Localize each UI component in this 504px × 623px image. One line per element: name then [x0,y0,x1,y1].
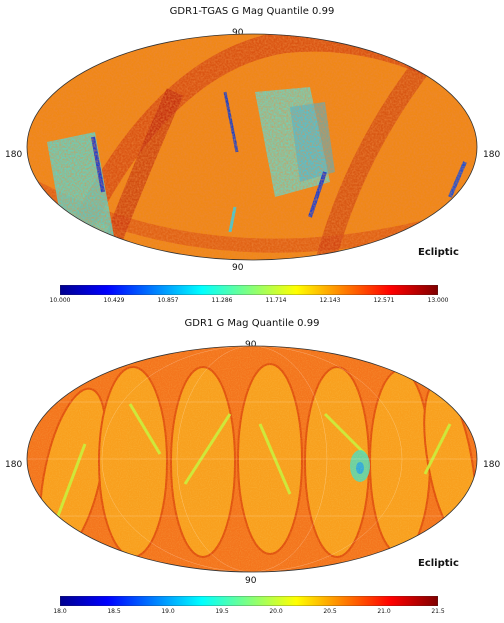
colorbar-tick-label: 12.143 [319,297,341,304]
colorbar-ticks: 10.000 10.429 10.857 11.286 11.714 12.143 12.5… [50,297,449,307]
frame-label: Ecliptic [418,558,459,569]
colorbar-tick-label: 11.714 [265,297,287,304]
sky-map [26,33,478,261]
colorbar [60,596,438,606]
top-lat-label: 90 [232,28,244,38]
colorbar-tick-label: 10.429 [103,297,125,304]
map-panel-tgas: GDR1-TGAS G Mag Quantile 0.99 90 180 180… [5,6,501,307]
colorbar [60,285,438,295]
colorbar-tick-label: 12.571 [373,297,395,304]
colorbar-tick-label: 10.000 [49,297,71,304]
sky-map [26,345,478,573]
left-lon-label: 180 [5,150,23,160]
bottom-lat-label: 90 [245,576,257,586]
colorbar-tick-label: 19.0 [161,608,175,615]
right-lon-label: 180 [483,460,501,470]
colorbar-tick-label: 19.5 [215,608,229,615]
chart-title: GDR1 G Mag Quantile 0.99 [184,318,320,329]
map-panel-gdr1: GDR1 G Mag Quantile 0.99 90 180 180 90 E… [0,312,504,623]
colorbar-tick-label: 20.0 [269,608,283,615]
colorbar-tick-label: 13.000 [427,297,449,304]
colorbar-tick-label: 21.0 [377,608,391,615]
colorbar-tick-label: 21.5 [431,608,445,615]
top-lat-label: 90 [245,340,257,350]
colorbar-tick-label: 20.5 [323,608,337,615]
bottom-lat-label: 90 [232,263,244,273]
frame-label: Ecliptic [418,247,459,258]
colorbar-tick-label: 11.286 [211,297,233,304]
colorbar-tick-label: 18.0 [53,608,67,615]
chart-title: GDR1-TGAS G Mag Quantile 0.99 [169,6,335,17]
right-lon-label: 180 [483,150,501,160]
left-lon-label: 180 [5,460,23,470]
colorbar-tick-label: 18.5 [107,608,121,615]
colorbar-ticks: 18.0 18.5 19.0 19.5 20.0 20.5 21.0 21.5 [53,608,444,618]
colorbar-tick-label: 10.857 [157,297,179,304]
